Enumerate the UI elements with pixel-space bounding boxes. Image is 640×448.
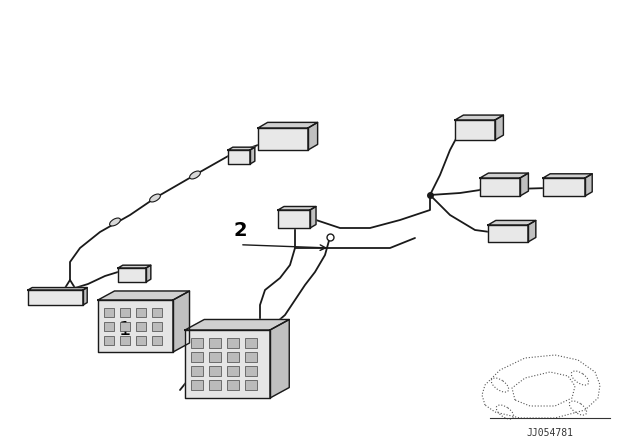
- Bar: [245, 366, 257, 376]
- Polygon shape: [455, 120, 495, 140]
- Polygon shape: [585, 174, 592, 196]
- Bar: [209, 352, 221, 362]
- Bar: [120, 322, 130, 331]
- Polygon shape: [98, 291, 189, 300]
- Polygon shape: [228, 147, 255, 150]
- Polygon shape: [173, 291, 189, 352]
- Polygon shape: [543, 178, 585, 196]
- Bar: [136, 308, 146, 317]
- Polygon shape: [310, 207, 316, 228]
- Bar: [104, 308, 114, 317]
- Polygon shape: [278, 210, 310, 228]
- Bar: [120, 308, 130, 317]
- Text: 1: 1: [118, 320, 131, 339]
- Bar: [136, 336, 146, 345]
- Bar: [152, 308, 162, 317]
- Ellipse shape: [109, 218, 120, 226]
- Bar: [227, 380, 239, 390]
- Polygon shape: [455, 115, 504, 120]
- Bar: [191, 380, 203, 390]
- Bar: [245, 352, 257, 362]
- Polygon shape: [185, 319, 289, 330]
- Bar: [245, 380, 257, 390]
- Bar: [209, 380, 221, 390]
- Bar: [227, 338, 239, 348]
- Polygon shape: [83, 288, 87, 305]
- Polygon shape: [528, 220, 536, 242]
- Polygon shape: [98, 300, 173, 352]
- Bar: [136, 322, 146, 331]
- Polygon shape: [308, 122, 317, 150]
- Polygon shape: [28, 290, 83, 305]
- Text: 2: 2: [233, 221, 247, 240]
- Bar: [191, 352, 203, 362]
- Bar: [152, 322, 162, 331]
- Polygon shape: [258, 128, 308, 150]
- Polygon shape: [495, 115, 504, 140]
- Bar: [227, 366, 239, 376]
- Bar: [227, 352, 239, 362]
- Bar: [245, 338, 257, 348]
- Polygon shape: [480, 178, 520, 196]
- Polygon shape: [480, 173, 529, 178]
- Polygon shape: [228, 150, 250, 164]
- Bar: [104, 322, 114, 331]
- Polygon shape: [185, 330, 270, 398]
- Polygon shape: [28, 288, 87, 290]
- Bar: [191, 366, 203, 376]
- Polygon shape: [118, 268, 146, 282]
- Bar: [209, 366, 221, 376]
- Polygon shape: [278, 207, 316, 210]
- Polygon shape: [146, 265, 151, 282]
- Polygon shape: [258, 122, 317, 128]
- Polygon shape: [118, 265, 151, 268]
- Ellipse shape: [189, 171, 200, 179]
- Polygon shape: [520, 173, 529, 196]
- Polygon shape: [270, 319, 289, 398]
- Bar: [104, 336, 114, 345]
- Bar: [209, 338, 221, 348]
- Bar: [191, 338, 203, 348]
- Polygon shape: [543, 174, 592, 178]
- Bar: [120, 336, 130, 345]
- Bar: [152, 336, 162, 345]
- Polygon shape: [488, 225, 528, 242]
- Ellipse shape: [150, 194, 161, 202]
- Polygon shape: [488, 220, 536, 225]
- Polygon shape: [250, 147, 255, 164]
- Text: JJ054781: JJ054781: [527, 428, 573, 438]
